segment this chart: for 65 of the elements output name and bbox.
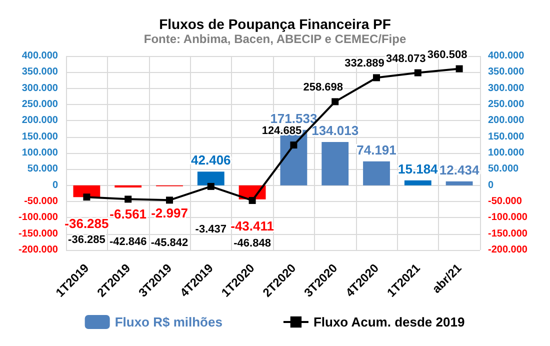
point [124,196,132,203]
point [83,194,90,201]
data-label: -43.411 [230,218,274,234]
bar [404,180,432,186]
legend-label: Fluxo Acum. desde 2019 [313,314,465,330]
data-label: -2.997 [151,205,188,220]
data-label: -46.848 [234,237,271,250]
y2-tick-label: 50.000 [488,164,520,175]
y-tick-label: 350.000 [22,66,58,78]
data-label: 332.889 [344,58,384,70]
data-label: 42.406 [191,152,231,168]
point [290,142,298,149]
point [248,196,256,204]
data-label: 360.508 [427,48,468,61]
y-tick-label: 250.000 [22,99,58,110]
data-label: -3.437 [195,223,226,236]
data-label: -36.285 [64,216,109,232]
y2-tick-label: 150.000 [488,131,525,142]
bar [446,181,473,186]
data-label: -42.846 [109,236,147,248]
chart-subtitle: Fonte: Anbima, Bacen, ABECIP e CEMEC/Fipe [144,32,406,46]
y2-tick-label: 100.000 [488,148,525,158]
y2-tick-label: 350.000 [488,66,525,78]
y-tick-label: 100.000 [22,148,58,158]
y-tick-label: 150.000 [22,131,58,142]
point [207,182,214,190]
legend-label: Fluxo R$ milhões [114,314,222,330]
y2-tick-label: 300.000 [488,82,525,94]
point [414,69,422,76]
y-tick-label: -150.000 [18,228,58,240]
data-label: 124.685 [262,125,302,138]
bar [197,172,224,186]
y2-tick-label: -200.000 [488,244,528,256]
y-tick-label: -100.000 [18,212,58,224]
y-tick-label: 0 [52,180,58,191]
data-label: 171.533 [270,110,318,126]
data-label: 258.698 [303,82,343,94]
data-label: 12.434 [439,162,480,178]
y2-tick-label: -100.000 [488,212,528,224]
y2-tick-label: 0 [488,180,494,191]
y-tick-label: -50.000 [24,196,58,207]
point [332,98,339,106]
data-label: -45.842 [150,237,188,250]
y2-tick-label: 250.000 [488,99,525,110]
data-label: -6.561 [110,206,147,222]
point [373,74,380,82]
bar [363,161,390,186]
y-tick-label: -200.000 [18,244,58,256]
point [456,65,463,72]
y2-tick-label: -50.000 [488,196,522,207]
data-label: 15.184 [398,161,439,176]
data-label: 348.073 [386,52,426,65]
data-label: 74.191 [356,142,396,158]
y2-tick-label: 400.000 [488,50,525,62]
y-tick-label: 200.000 [22,115,58,126]
point [166,196,173,204]
y2-tick-label: -150.000 [488,228,528,240]
bar [322,142,349,186]
chart-title: Fluxos de Poupança Financeira PF [159,16,392,32]
y-tick-label: 400.000 [22,50,58,62]
y-tick-label: 300.000 [22,82,58,94]
data-label: -36.285 [68,234,106,246]
data-label: 134.013 [312,123,359,138]
y2-tick-label: 200.000 [488,115,525,126]
y-tick-label: 50.000 [27,164,58,175]
